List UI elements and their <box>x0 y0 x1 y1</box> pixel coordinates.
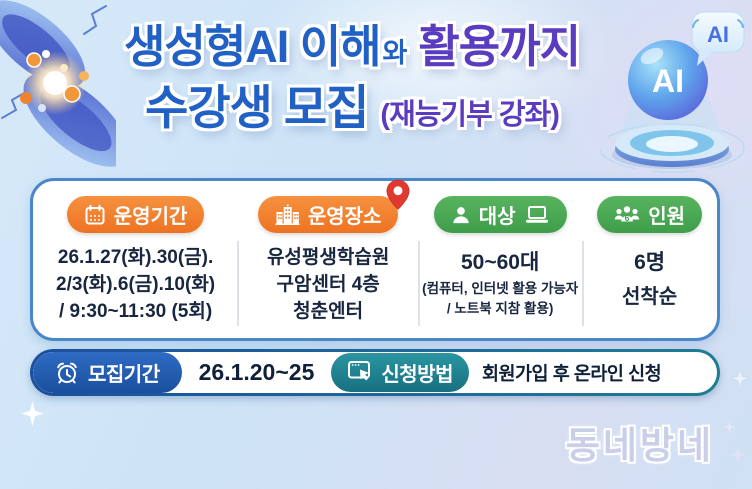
place-line: 구암센터 4층 <box>276 273 380 295</box>
recruit-period-value: 26.1.20~25 <box>198 359 315 385</box>
watermark: 동네방네 <box>565 425 714 466</box>
bottom-bar: 모집기간 26.1.20~25 신청방법 회원가입 후 온라인 신청 <box>30 349 720 396</box>
title-line1-main: 생성형AI 이해 <box>124 21 382 72</box>
laptop-icon <box>525 205 548 223</box>
title-line-2: 수강생 모집 (재능기부 강좌) <box>92 80 612 134</box>
period-line: / 9:30~11:30 (5회) <box>58 300 213 322</box>
target-sub-line: (컴퓨터, 인터넷 활용 가능자 <box>422 281 579 296</box>
column-divider <box>418 241 421 326</box>
ai-bubble-label: AI <box>707 22 729 47</box>
period-line: 26.1.27(화).30(금). <box>57 247 214 268</box>
period-line: 2/3(화).6(금).10(화) <box>56 273 216 295</box>
ai-sphere-label: AI <box>652 63 684 99</box>
capacity-pill: 6 인원 <box>597 196 702 233</box>
place-line: 유성평생학습원 <box>266 247 390 268</box>
period-text: 26.1.27(화).30(금). 2/3(화).6(금).10(화) / 9:… <box>56 245 215 326</box>
place-text: 유성평생학습원 구암센터 4층 청춘엔터 <box>267 245 389 326</box>
map-pin-icon <box>386 179 410 210</box>
column-divider <box>236 241 239 326</box>
place-pill-label: 운영장소 <box>307 206 382 228</box>
sparkle-icon <box>724 421 735 433</box>
tech-ring-decoration <box>600 123 745 173</box>
title-line2-main: 수강생 모집 <box>145 80 369 134</box>
info-col-target: 대상 50~60대 (컴퓨터, 인터넷 활용 가능자 / 노트북 지참 활용) <box>418 181 582 338</box>
group-icon: 6 <box>614 205 640 223</box>
alarm-clock-icon <box>57 362 77 383</box>
target-pill: 대상 <box>433 196 567 233</box>
place-line: 청춘엔터 <box>293 300 364 322</box>
info-card: 운영기간 26.1.27(화).30(금). 2/3(화).6(금).10(화)… <box>30 178 720 341</box>
ai-illustration: AI AI <box>600 11 745 173</box>
capacity-sub: 선착순 <box>622 286 678 308</box>
recruit-period-pill: 모집기간 <box>33 352 182 393</box>
person-icon <box>453 206 469 223</box>
info-col-period: 운영기간 26.1.27(화).30(금). 2/3(화).6(금).10(화)… <box>33 181 238 338</box>
sparkle-icon <box>730 446 746 463</box>
title-line2-sub: (재능기부 강좌) <box>380 98 559 131</box>
svg-text:6: 6 <box>625 213 630 223</box>
apply-method-pill: 신청방법 <box>331 353 469 392</box>
ai-speech-bubble: AI <box>691 11 745 66</box>
target-sub-line: / 노트북 지참 활용) <box>446 300 554 316</box>
calendar-icon <box>85 204 105 224</box>
title-block: 생성형AI 이해 와 활용까지 수강생 모집 (재능기부 강좌) <box>92 22 612 133</box>
building-icon <box>275 204 300 225</box>
neuron-synapse-illustration <box>0 0 116 167</box>
period-pill-label: 운영기간 <box>113 206 188 228</box>
apply-method-label: 신청방법 <box>381 364 453 386</box>
title-line1-particle: 와 <box>382 38 408 68</box>
target-main: 50~60대 <box>461 251 540 274</box>
bottom-bar-inner: 모집기간 26.1.20~25 신청방법 회원가입 후 온라인 신청 <box>33 352 717 393</box>
capacity-pill-label: 인원 <box>648 206 685 228</box>
period-pill: 운영기간 <box>66 196 205 233</box>
column-divider <box>582 241 585 326</box>
capacity-main: 6명 <box>634 251 666 274</box>
place-pill: 운영장소 <box>257 179 410 233</box>
sparkle-icon <box>21 401 44 426</box>
sparkle-icon <box>733 371 747 386</box>
target-pill-label: 대상 <box>478 206 516 228</box>
title-line-1: 생성형AI 이해 와 활용까지 <box>92 22 612 72</box>
browser-cursor-icon <box>348 361 371 381</box>
info-col-place: 운영장소 유성평생학습원 구암센터 4층 청춘엔터 <box>238 179 418 338</box>
title-line1-emphasis: 활용까지 <box>418 21 581 72</box>
recruit-period-label: 모집기간 <box>88 364 160 386</box>
apply-method-value: 회원가입 후 온라인 신청 <box>481 362 662 384</box>
target-sub: (컴퓨터, 인터넷 활용 가능자 / 노트북 지참 활용) <box>422 279 578 318</box>
info-col-capacity: 6 인원 6명 선착순 <box>582 181 717 338</box>
